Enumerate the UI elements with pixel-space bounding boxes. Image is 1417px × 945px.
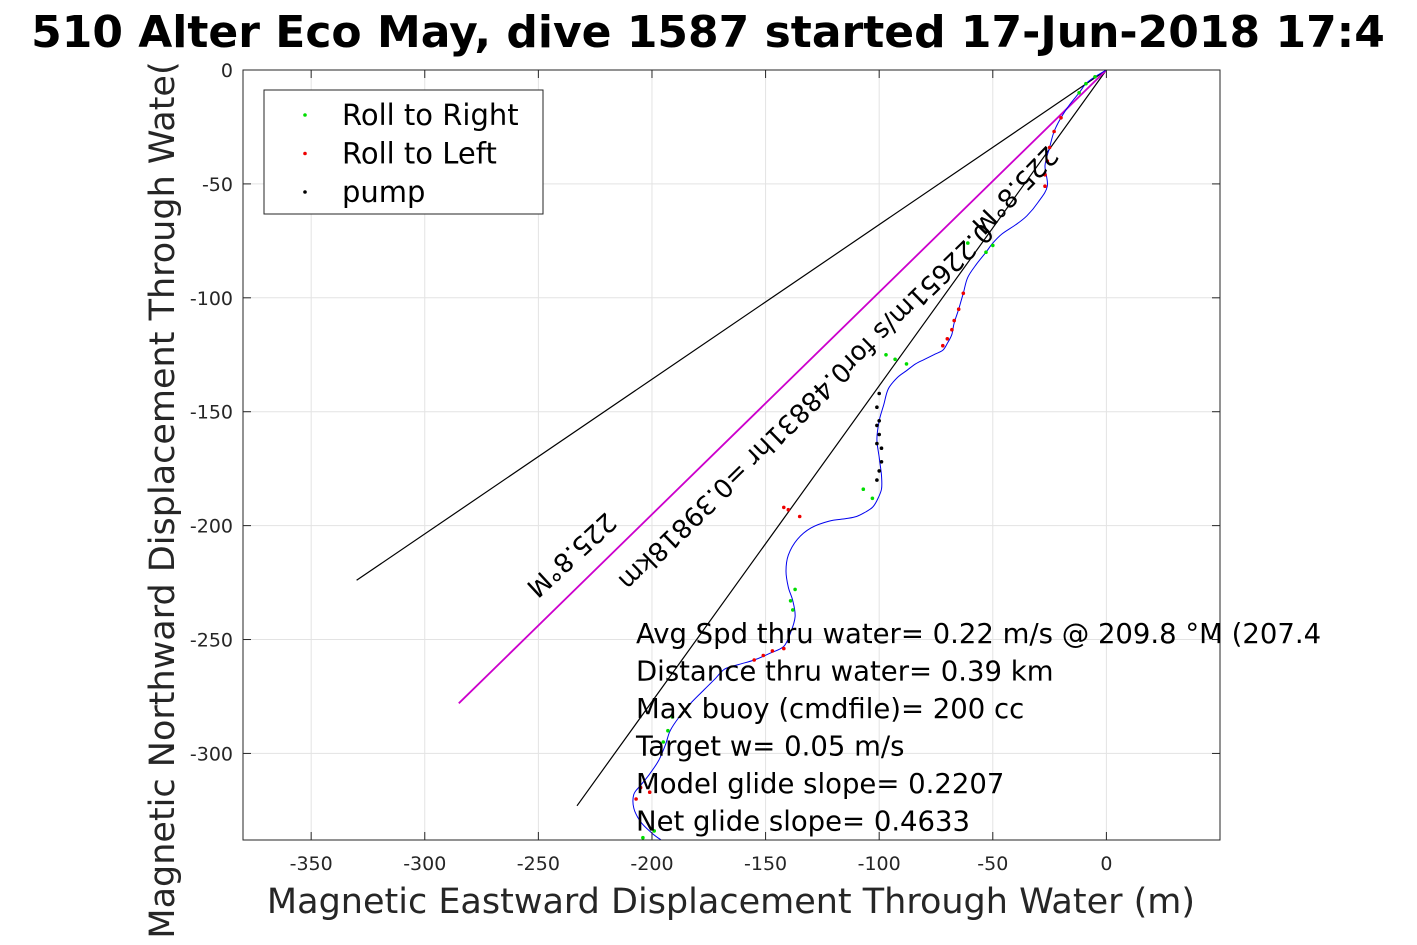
pump-point (877, 419, 881, 423)
y-axis-label: Magnetic Northward Displacement Through … (143, 61, 183, 938)
heading-line (458, 70, 1108, 704)
stats-box: Avg Spd thru water= 0.22 m/s @ 209.8 °M … (635, 618, 1321, 838)
axis-ticks: -350 -300 -250 -200 -150 -100 -50 0 0 -50 -100 -150… (190, 60, 1220, 875)
roll-to-right-point (870, 496, 875, 501)
roll-to-left-point (1043, 173, 1047, 177)
x-tick-label: -200 (630, 853, 673, 875)
legend-marker (303, 113, 307, 117)
roll-to-right-point (652, 829, 656, 833)
roll-to-left-point (786, 507, 791, 512)
pump-point (875, 405, 879, 410)
data-layer (356, 70, 1108, 840)
roll-to-left-point (638, 785, 643, 790)
y-tick-label: 0 (221, 60, 233, 82)
cone-line (576, 70, 1107, 807)
roll-to-left-point (952, 318, 956, 323)
roll-to-left-point (634, 797, 638, 801)
y-tick-label: -200 (190, 516, 233, 538)
stats-line: Max buoy (cmdfile)= 200 cc (636, 693, 1024, 725)
roll-to-right-point (791, 608, 795, 612)
legend-marker (303, 190, 307, 194)
stats-line: Avg Spd thru water= 0.22 m/s @ 209.8 °M … (636, 618, 1321, 650)
x-tick-label: 0 (1100, 853, 1112, 875)
y-tick-label: -250 (190, 630, 233, 652)
stats-line: Model glide slope= 0.2207 (636, 768, 1004, 800)
plot-frame (242, 69, 1221, 841)
roll-to-left-point (1045, 159, 1050, 163)
legend-label: pump (342, 175, 425, 209)
roll-to-left-point (647, 790, 652, 794)
roll-to-left-point (1052, 129, 1056, 134)
roll-to-left-point (961, 291, 966, 296)
pump-point (875, 478, 879, 482)
roll-to-left-point (770, 649, 775, 653)
pump-point (879, 460, 884, 464)
roll-to-right-point (991, 243, 995, 248)
pump-point (875, 423, 879, 428)
pump-point (879, 446, 884, 451)
x-tick-label: -350 (290, 853, 333, 875)
roll-to-left-point (950, 327, 954, 332)
roll-to-right-point (1093, 75, 1097, 79)
roll-to-left-point (752, 658, 756, 662)
roll-to-left-point (1047, 145, 1052, 150)
x-axis-label: Magnetic Eastward Displacement Through W… (267, 882, 1195, 922)
roll-to-right-point (661, 740, 666, 744)
legend-label: Roll to Right (342, 98, 519, 132)
roll-to-right-point (1084, 81, 1088, 86)
legend-label: Roll to Left (342, 137, 497, 171)
pump-point (877, 469, 881, 473)
legend-box (263, 89, 544, 215)
stats-line: Net glide slope= 0.4633 (636, 806, 970, 838)
pump-point (875, 441, 879, 446)
roll-to-right-point (904, 362, 909, 366)
roll-to-left-point (941, 343, 945, 348)
pump-point (877, 432, 881, 437)
y-tick-label: -300 (190, 743, 233, 765)
x-tick-label: -50 (977, 853, 1008, 875)
roll-to-left-point (1059, 116, 1063, 120)
roll-to-right-point (666, 728, 670, 733)
roll-to-left-point (782, 646, 786, 651)
roll-to-left-point (945, 337, 950, 341)
legend: Roll to Right Roll to Left pump (263, 89, 544, 215)
x-tick-label: -250 (517, 853, 560, 875)
roll-to-right-point (984, 250, 988, 254)
roll-to-left-point (797, 514, 802, 519)
legend-marker (303, 151, 307, 156)
roll-to-right-point (793, 587, 797, 592)
y-tick-label: -50 (202, 174, 233, 196)
y-tick-label: -100 (190, 288, 233, 310)
roll-to-right-point (861, 487, 866, 492)
roll-to-right-point (670, 715, 675, 719)
roll-to-right-point (966, 241, 970, 245)
roll-to-right-point (884, 353, 888, 357)
pump-point (877, 391, 881, 396)
roll-to-left-point (1043, 184, 1047, 188)
x-tick-label: -150 (744, 853, 787, 875)
roll-to-right-point (893, 357, 897, 362)
roll-to-right-point (1077, 91, 1081, 95)
chart-title: 510 Alter Eco May, dive 1587 started 17-… (31, 7, 1385, 58)
x-tick-label: -100 (858, 853, 901, 875)
cone-line (356, 70, 1107, 581)
stats-line: Target w= 0.05 m/s (635, 731, 904, 763)
x-tick-label: -300 (403, 853, 446, 875)
stats-line: Distance thru water= 0.39 km (636, 656, 1054, 688)
roll-to-left-point (956, 307, 961, 312)
roll-to-right-point (641, 835, 645, 840)
roll-to-left-point (782, 505, 786, 510)
roll-to-right-point (788, 599, 793, 603)
roll-to-left-point (761, 653, 766, 658)
y-tick-label: -150 (190, 402, 233, 424)
glider-track (632, 70, 1107, 840)
